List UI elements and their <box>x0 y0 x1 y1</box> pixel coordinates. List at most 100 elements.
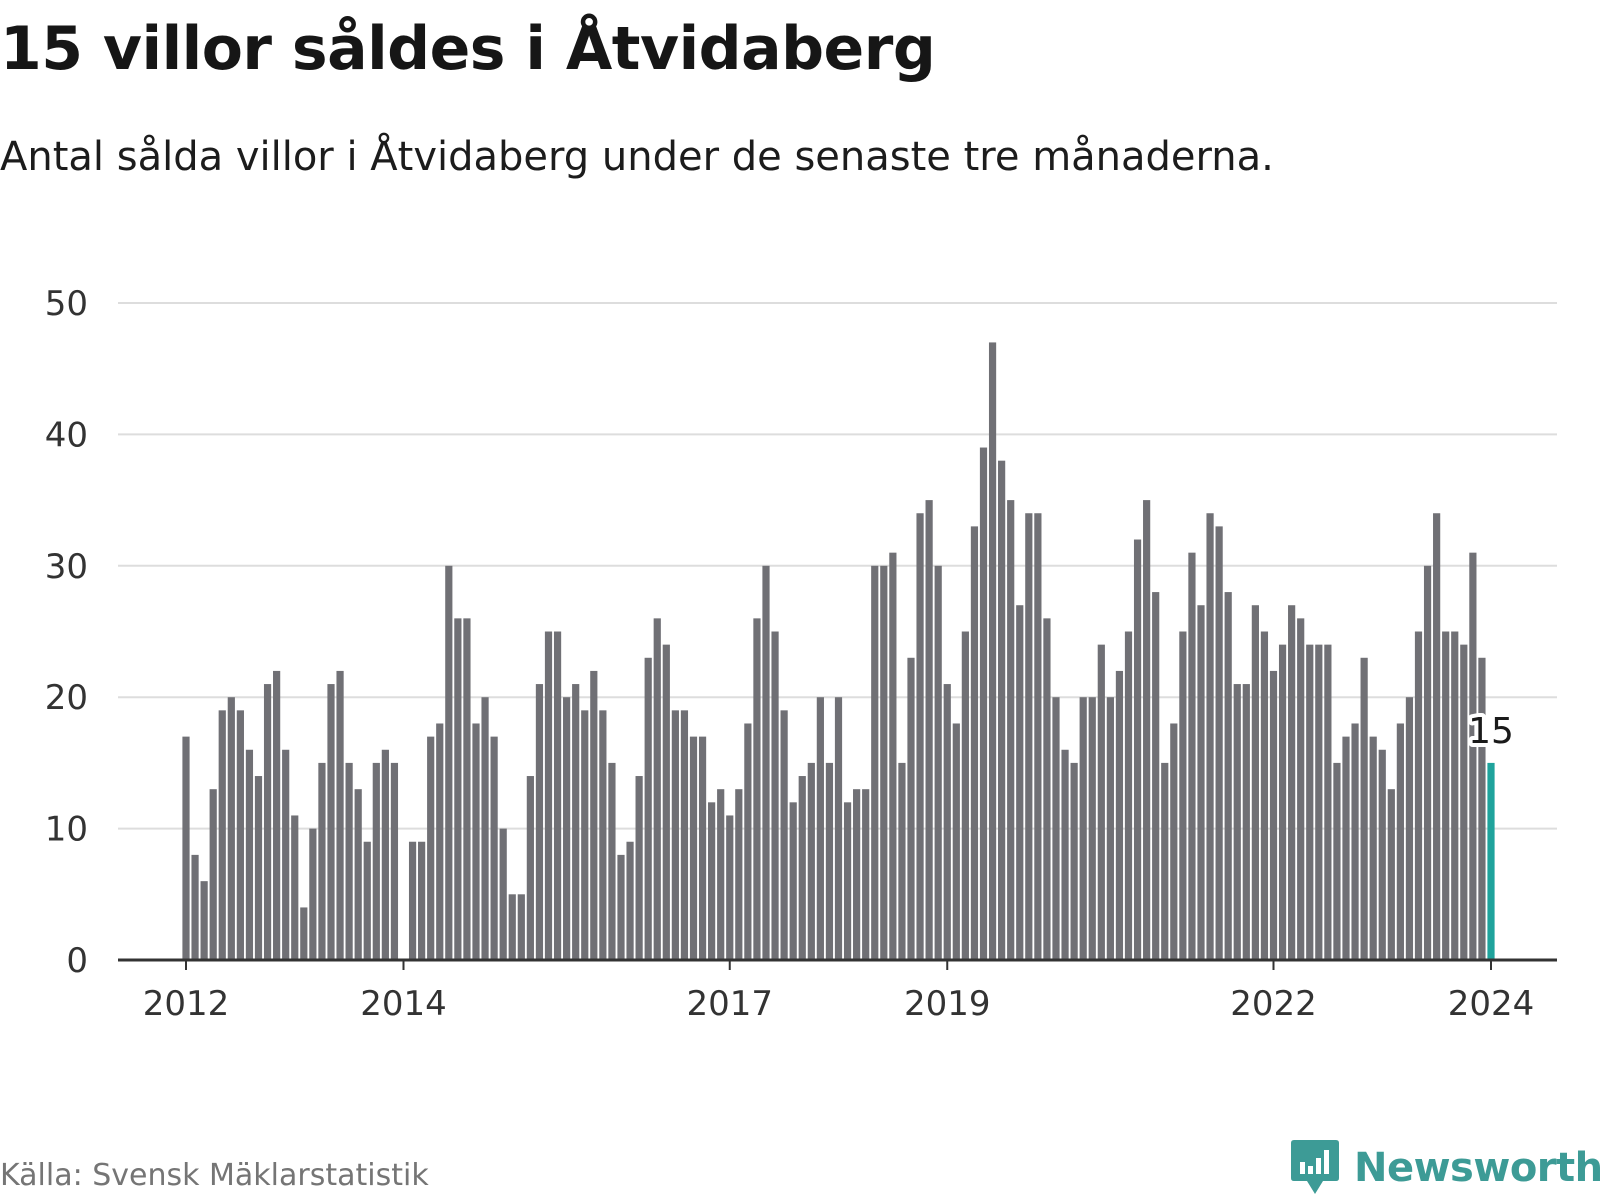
bar <box>1161 762 1169 960</box>
bar <box>807 762 815 960</box>
bar <box>436 723 444 960</box>
bars <box>182 342 1495 960</box>
bar <box>943 684 951 960</box>
y-tick-label: 50 <box>45 284 88 324</box>
highlight-bar <box>1487 762 1495 960</box>
bar <box>798 776 806 960</box>
bar <box>1097 644 1105 960</box>
bar <box>200 881 208 960</box>
source-note: Källa: Svensk Mäklarstatistik <box>0 1158 429 1193</box>
bar <box>934 565 942 960</box>
bar <box>1288 605 1296 960</box>
newsworthy-logo-icon <box>1291 1140 1339 1194</box>
bar <box>1025 513 1033 960</box>
highlight-value-label: 15 <box>1468 711 1514 752</box>
bar <box>1061 749 1069 960</box>
x-tick-label: 2014 <box>360 984 447 1024</box>
bar <box>907 657 915 960</box>
bar <box>1433 513 1441 960</box>
bar <box>1179 631 1187 960</box>
bar <box>1278 644 1287 960</box>
bar <box>780 710 788 960</box>
bar <box>245 749 254 960</box>
bar <box>961 631 969 960</box>
y-tick-label: 10 <box>45 810 88 850</box>
bar <box>1242 684 1250 960</box>
bar <box>1405 697 1414 960</box>
bar <box>336 670 344 960</box>
bar <box>282 749 290 960</box>
bar <box>1442 631 1450 960</box>
bar <box>1251 605 1259 960</box>
bar <box>544 631 553 960</box>
bar <box>345 762 353 960</box>
bar <box>1333 762 1341 960</box>
bar <box>753 618 761 960</box>
chart-subtitle: Antal sålda villor i Åtvidaberg under de… <box>0 134 1274 180</box>
bar <box>825 762 834 960</box>
bar <box>979 447 988 960</box>
bar <box>635 776 643 960</box>
bar <box>644 657 652 960</box>
data-labels: 15 <box>1464 707 1518 756</box>
bar <box>771 631 779 960</box>
bar <box>1133 539 1142 960</box>
bar <box>1260 631 1269 960</box>
y-tick-label: 30 <box>45 547 88 587</box>
bar <box>535 684 544 960</box>
x-tick-label: 2012 <box>143 984 230 1024</box>
bar <box>1297 618 1305 960</box>
bar <box>418 841 426 960</box>
chart-title: 15 villor såldes i Åtvidaberg <box>0 14 936 84</box>
bar <box>816 697 824 960</box>
bar <box>390 762 399 960</box>
bar <box>572 684 580 960</box>
bar <box>1106 697 1114 960</box>
bar <box>1233 684 1241 960</box>
bar <box>381 749 389 960</box>
bar <box>182 736 190 960</box>
bar <box>717 789 725 960</box>
bar <box>1460 644 1468 960</box>
bar <box>889 552 897 960</box>
bar <box>318 762 326 960</box>
bar <box>1306 644 1314 960</box>
bar <box>1115 670 1124 960</box>
bar <box>1188 552 1196 960</box>
bar <box>490 736 498 960</box>
bar <box>726 815 734 960</box>
bar <box>988 342 997 960</box>
bar <box>653 618 661 960</box>
bar <box>581 710 589 960</box>
bar <box>1324 644 1332 960</box>
y-tick-label: 20 <box>45 678 88 718</box>
bar <box>454 618 462 960</box>
bar <box>481 697 489 960</box>
bar <box>472 723 480 960</box>
bar <box>862 789 870 960</box>
bar <box>1034 513 1042 960</box>
bar <box>744 723 752 960</box>
bar <box>952 723 960 960</box>
bar <box>1124 631 1133 960</box>
bar <box>1315 644 1323 960</box>
bar <box>689 736 698 960</box>
bar <box>599 710 607 960</box>
bar <box>1396 723 1404 960</box>
bar <box>1369 736 1377 960</box>
bar <box>1152 592 1160 960</box>
y-tick-label: 40 <box>45 415 88 455</box>
bar <box>191 854 199 960</box>
bar <box>1215 526 1223 960</box>
bar <box>327 684 335 960</box>
bar <box>871 565 879 960</box>
bar <box>1351 723 1359 960</box>
bar <box>898 762 906 960</box>
brand-logo[interactable]: Newsworthy <box>1290 1138 1600 1198</box>
bar <box>254 776 263 960</box>
bar <box>1451 631 1459 960</box>
x-tick-label: 2017 <box>686 984 773 1024</box>
bar <box>698 736 707 960</box>
bar <box>508 894 516 960</box>
bar <box>916 513 924 960</box>
